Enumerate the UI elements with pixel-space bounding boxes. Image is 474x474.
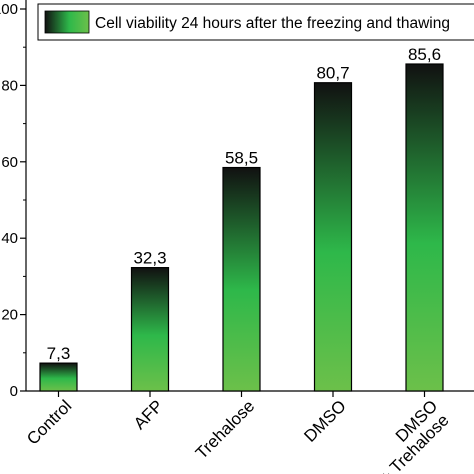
category-labels: Control AFP Trehalose DMSO DMSO+ Trehalose	[23, 396, 453, 474]
y-tick-label: 60	[1, 154, 18, 171]
bar	[313, 82, 353, 392]
bar	[222, 166, 261, 392]
category-label-group: DMSO+ Trehalose	[376, 396, 453, 474]
category-label: Control	[23, 396, 75, 448]
y-tick-label: 100	[0, 1, 18, 18]
legend-box	[37, 3, 474, 41]
bar	[130, 267, 170, 392]
category-label-group: Control	[23, 396, 75, 448]
y-tick-label: 0	[10, 383, 18, 400]
bar-value-label: 58,5	[225, 149, 258, 168]
category-label-group: Trehalose	[192, 396, 258, 462]
legend-swatch	[44, 10, 90, 34]
bar-value-label: 7,3	[47, 344, 71, 363]
x-axis	[26, 390, 474, 397]
value-labels: 7,3 32,3 58,5 80,7 85,6	[47, 45, 441, 363]
bars	[39, 63, 444, 392]
bar-value-label: 32,3	[133, 249, 166, 268]
bar-value-label: 85,6	[408, 45, 441, 64]
bar	[39, 362, 78, 392]
y-tick-label: 20	[1, 307, 18, 324]
category-label: AFP	[130, 396, 167, 433]
legend-label: Cell viability 24 hours after the freezi…	[95, 15, 450, 32]
y-axis: 0 20 40 60 80 100	[0, 0, 27, 400]
y-tick-label: 40	[1, 230, 18, 247]
legend: Cell viability 24 hours after the freezi…	[37, 3, 474, 41]
category-label: DMSO	[300, 396, 349, 445]
bar-value-label: 80,7	[316, 64, 349, 83]
category-label-group: DMSO	[300, 396, 349, 445]
bar	[405, 63, 444, 392]
category-label-group: AFP	[130, 396, 167, 433]
y-tick-label: 80	[1, 77, 18, 94]
category-label: Trehalose	[192, 396, 258, 462]
